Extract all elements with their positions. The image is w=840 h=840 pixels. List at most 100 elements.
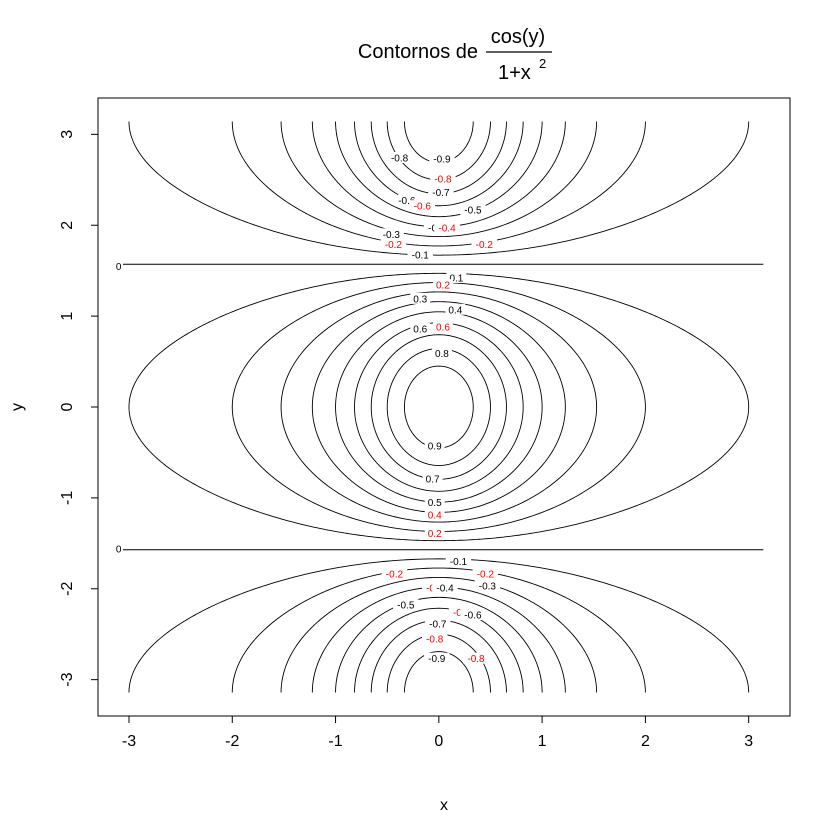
x-tick-label: 2 (641, 733, 650, 750)
contour-label: -0.9 (428, 654, 446, 665)
contour-label: 0.4 (448, 305, 462, 316)
contour-label: -0.2 (386, 570, 404, 581)
contour-label-bg (424, 527, 445, 539)
contour-label-bg (434, 221, 460, 233)
y-tick-label: 3 (59, 130, 76, 139)
contour-label: 0 (116, 262, 122, 273)
contour-line (231, 282, 646, 532)
contour-label: 0.6 (436, 323, 450, 334)
chart-title: Contornos de cos(y) 1+x 2 (358, 26, 552, 84)
title-prefix: Contornos de (358, 41, 478, 63)
title-denominator: 1+x (498, 62, 531, 84)
contour-label: -0.9 (433, 154, 451, 165)
contour-label-bg (471, 238, 497, 250)
contour-label: -0.3 (479, 582, 497, 593)
contour-line (335, 311, 543, 503)
contour-line (370, 121, 507, 693)
contour-line (311, 121, 566, 693)
contour-label-bg (445, 555, 472, 567)
contour-label: -0.6 (414, 202, 432, 213)
contour-label: 0.2 (428, 529, 442, 540)
contour-label-bg (424, 652, 450, 664)
contour-label-bg (114, 543, 123, 555)
contour-label-bg (432, 347, 452, 359)
contour-label: 0.1 (449, 273, 463, 284)
contour-line (280, 121, 598, 693)
x-tick-label: 3 (744, 733, 753, 750)
contour-label: -0.2 (477, 570, 495, 581)
contour-label-bg (422, 472, 443, 484)
contour-label: -0.7 (429, 620, 447, 631)
contour-label: -0.8 (434, 174, 452, 185)
contour-label: -0.4 (438, 223, 456, 234)
contour-label: -0.6 (398, 196, 416, 207)
y-tick-label: 1 (59, 312, 76, 321)
contour-label: -0.8 (426, 634, 444, 645)
contour-label: -0.1 (412, 251, 430, 262)
contour-label: 0.9 (428, 442, 442, 453)
contour-label-bg (424, 509, 445, 521)
contour-label: -0.6 (464, 611, 482, 622)
contour-label-bg (409, 200, 436, 212)
contour-line (403, 365, 474, 449)
contour-label: 0 (116, 545, 122, 556)
contour-label-bg (378, 228, 405, 240)
contour-label-bg (407, 249, 433, 261)
contour-label-bg (429, 152, 455, 164)
contour-label: 0.6 (413, 324, 427, 335)
contour-label: 0.8 (435, 349, 449, 360)
y-tick-label: -2 (59, 582, 76, 596)
contour-label-bg (394, 194, 420, 206)
title-numerator: cos(y) (491, 26, 545, 48)
contour-label-bg (460, 203, 486, 215)
contour-label: 0.7 (426, 474, 440, 485)
contour-label: 0.2 (436, 281, 450, 292)
contour-label-bg (425, 618, 451, 630)
contour-label-bg (472, 568, 499, 580)
x-axis: -3 -2 -1 0 1 2 3 (122, 716, 753, 750)
contour-label-bg (446, 271, 467, 283)
contour-label: 0.5 (428, 498, 442, 509)
contour-line (280, 291, 598, 523)
contour-label: -0.1 (450, 557, 468, 568)
title-denominator-exponent: 2 (539, 56, 546, 71)
x-tick-label: -2 (225, 733, 239, 750)
contour-label-bg (433, 321, 453, 333)
contour-label-bg (422, 632, 448, 644)
contour-label-bg (380, 238, 407, 250)
contour-line (231, 121, 646, 693)
contour-label-bg (381, 568, 408, 580)
contour-label: -0.8 (391, 153, 409, 164)
contour-label-bg (445, 303, 466, 315)
contour-labels: -0.9-0.8-0.8-0.7-0.6-0.6-0.5-0.4-0.4-0.3… (114, 151, 501, 665)
contour-label-bg (410, 292, 431, 304)
contour-label: 0.3 (413, 294, 427, 305)
contour-label: -0.3 (383, 230, 401, 241)
contour-label-bg (463, 652, 489, 664)
contour-label: -0.2 (476, 240, 494, 251)
y-tick-label: -1 (59, 491, 76, 505)
contour-label-bg (460, 609, 486, 621)
contour-label: -0.2 (385, 240, 403, 251)
contour-line (386, 348, 491, 466)
contour-label-bg (393, 599, 419, 611)
contour-label: -0.4 (436, 583, 454, 594)
contour-label: -0.8 (467, 654, 485, 665)
y-tick-label: -3 (59, 672, 76, 686)
contour-line (354, 121, 524, 693)
contour-label-bg (424, 440, 445, 452)
contour-label-bg (432, 581, 458, 593)
contour-label: -0.5 (464, 205, 482, 216)
x-axis-label: x (440, 797, 448, 814)
y-tick-label: 2 (59, 221, 76, 230)
x-tick-label: -3 (122, 733, 136, 750)
contour-label-bg (386, 151, 413, 163)
contour-label-bg (430, 172, 456, 184)
contour-label-bg (428, 186, 454, 198)
contour-label: -0.7 (432, 188, 450, 199)
y-axis: -3 -2 -1 0 1 2 3 (59, 130, 98, 687)
contour-line (403, 121, 474, 693)
contour-line (128, 272, 750, 542)
contour-label-bg (424, 496, 445, 508)
